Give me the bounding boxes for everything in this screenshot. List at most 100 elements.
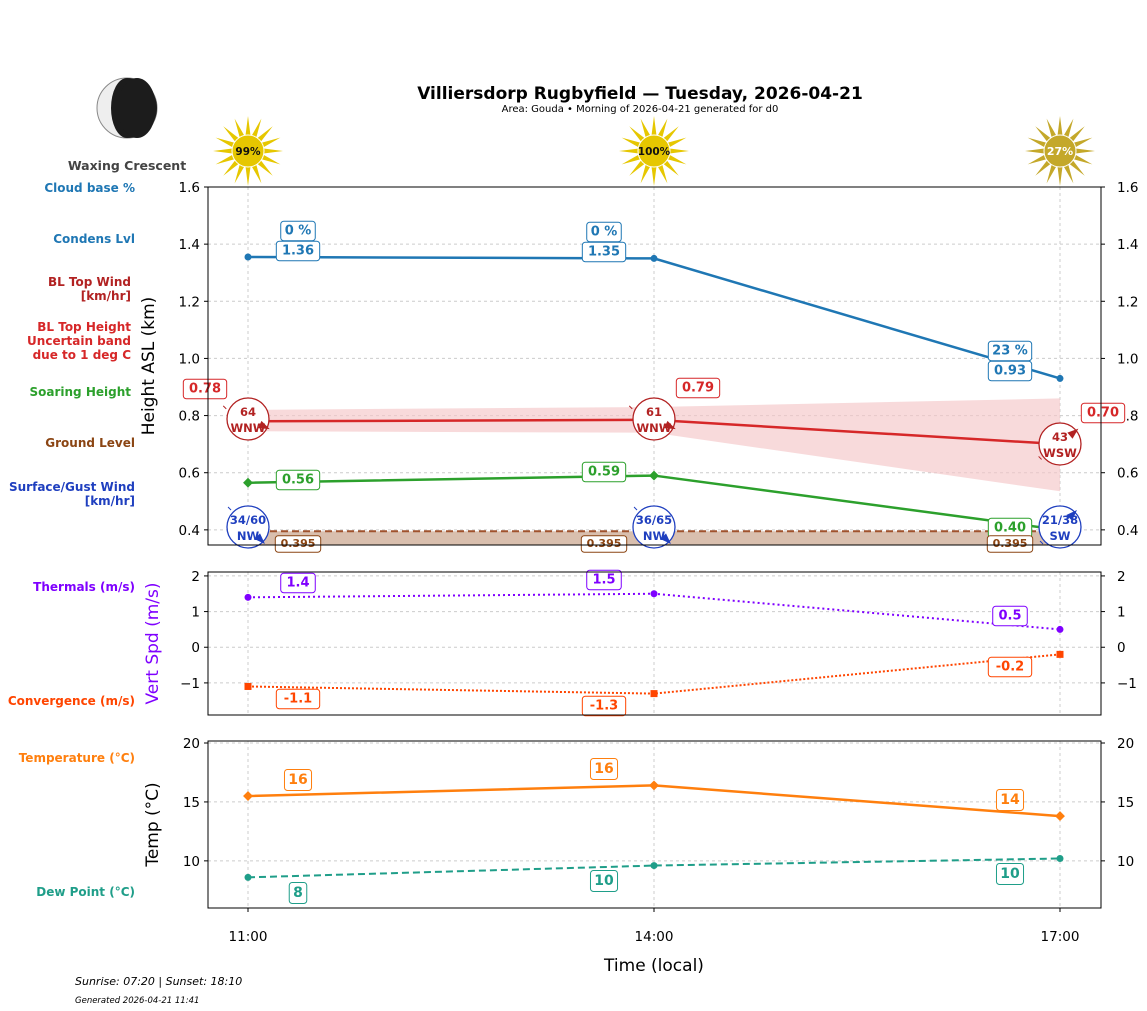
temperature-label-box (995, 789, 1025, 811)
convergence-label: -1.1 (275, 688, 321, 710)
y-tick-label-right: 1 (1117, 605, 1126, 621)
y-tick-label-right: 20 (1117, 736, 1134, 752)
legend-label: Surface/Gust Wind [km/hr] (9, 480, 135, 508)
temperature-label: 16 (589, 758, 619, 780)
thermals-label-box (280, 572, 316, 594)
cloud-base-percent-label-text: 0 % (285, 224, 312, 239)
y-tick-label: 1.4 (179, 237, 200, 253)
cloud-base-percent-label-text: 0 % (591, 225, 618, 240)
y-tick-label-right: −1 (1117, 676, 1137, 692)
legend-label: Convergence (m/s) (8, 694, 135, 708)
convergence-label: -0.2 (987, 656, 1033, 678)
moon-phase-label: Waxing Crescent (68, 158, 186, 173)
legend-label-line: Uncertain band (27, 334, 131, 348)
bl-top-wind-direction: WNW (637, 421, 672, 435)
y-tick-label: 15 (183, 795, 200, 811)
dew-point-point (244, 873, 252, 881)
bl-top-height-label: 0.79 (675, 377, 721, 399)
cloud-base-percent-label-box (987, 340, 1033, 362)
temperature-point (243, 791, 253, 801)
convergence-label-text: -1.3 (590, 699, 618, 714)
y-tick-label-right: 1.6 (1117, 180, 1138, 196)
legend-label-line: Thermals (m/s) (33, 580, 135, 594)
wind-barb-icon (628, 405, 633, 410)
convergence-point (1056, 650, 1064, 658)
sunrise-sunset-text: Sunrise: 07:20 | Sunset: 18:10 (75, 975, 242, 988)
moon-shadow-body (118, 78, 156, 138)
surface-wind-speed: 36/65 (636, 513, 672, 527)
dew-point-label: 10 (995, 863, 1025, 885)
legend-label-line: due to 1 deg C (33, 348, 132, 362)
legend-label-line: Soaring Height (30, 385, 132, 399)
surface-wind-direction: NW (237, 529, 260, 543)
wind-direction-arrow-icon (254, 533, 265, 544)
legend-label: Cloud base % (44, 181, 135, 195)
wind-direction-arrow-icon (664, 420, 676, 430)
wind-barb-icon (633, 506, 638, 511)
soaring-height-point (243, 477, 253, 488)
thermals-point (650, 590, 658, 598)
legend-label: Temperature (°C) (19, 751, 135, 765)
convergence-label-box (275, 688, 321, 710)
dew-point-label-box (995, 863, 1025, 885)
soaring-height-label-text: 0.40 (994, 521, 1026, 536)
ground-level-label-box (580, 535, 628, 553)
bl-top-wind: 43 WSW (1038, 422, 1082, 466)
dew-point-label-text: 10 (594, 873, 614, 889)
condens-level-label-text: 1.35 (588, 245, 620, 260)
cloud-base-percent-label: 0 % (586, 221, 622, 243)
cloud-base-percent-label-box (586, 221, 622, 243)
condens-level-point (650, 254, 658, 262)
temperature-label-box (283, 769, 313, 791)
wind-direction-arrow-icon (1067, 428, 1079, 439)
dew-point-label-text: 10 (1000, 866, 1020, 882)
legend-label: Ground Level (45, 436, 135, 450)
bl-top-height-label-box (675, 377, 721, 399)
ground-level-label-box (986, 535, 1034, 553)
legend-label: Condens Lvl (53, 232, 135, 246)
y-tick-label: 1.2 (179, 294, 200, 310)
bl-top-wind-circle (226, 397, 270, 441)
y-tick-label: 0.8 (179, 409, 200, 425)
x-axis-label: Time (local) (603, 956, 704, 976)
y-tick-label-right: 0.4 (1117, 523, 1138, 539)
wind-direction-arrow-icon (1066, 510, 1077, 521)
soaring-height-label: 0.56 (275, 469, 321, 491)
y-axis-label: Temp (°C) (143, 782, 163, 867)
surface-wind-speed: 21/38 (1042, 513, 1078, 527)
sun-core (637, 134, 671, 168)
legend-label: Dew Point (°C) (36, 885, 135, 899)
ground-level-label: 0.395 (274, 535, 322, 553)
y-tick-label-right: 1.2 (1117, 294, 1138, 310)
sun-percent-label: 100% (638, 146, 671, 158)
temperature-label-box (589, 758, 619, 780)
temperature-label-text: 16 (288, 772, 307, 788)
convergence-label: -1.3 (581, 695, 627, 717)
legend-label-line: Condens Lvl (53, 232, 135, 246)
thermals-label: 0.5 (992, 605, 1028, 627)
waxing-crescent-moon-icon (96, 77, 158, 139)
dew-point-point (650, 862, 658, 870)
convergence-point (650, 690, 658, 698)
y-axis-label: Height ASL (km) (139, 297, 159, 436)
y-tick-label: −1 (180, 676, 200, 692)
dew-point-label-box (589, 870, 619, 892)
condens-level-label-text: 1.36 (282, 244, 314, 259)
plot-frame (207, 186, 1102, 546)
ground-level-label-box (274, 535, 322, 553)
soaring-height-label-box (581, 461, 627, 483)
surface-wind-direction: NW (643, 529, 666, 543)
condens-level-label-text: 0.93 (994, 364, 1026, 379)
legend-label-line: Convergence (m/s) (8, 694, 135, 708)
dew-point-label-text: 8 (293, 885, 303, 901)
sun-icon: 100% (619, 116, 689, 186)
wind-direction-arrow-icon (660, 533, 671, 544)
legend-label: Thermals (m/s) (33, 580, 135, 594)
sun-percent-label: 99% (235, 146, 261, 158)
y-tick-label: 20 (183, 736, 200, 752)
sun-core (231, 134, 265, 168)
chart-title: Villiersdorp Rugbyfield — Tuesday, 2026-… (417, 84, 863, 104)
thermals-label-text: 1.4 (286, 576, 309, 591)
bl-top-wind-speed: 43 (1052, 430, 1068, 444)
